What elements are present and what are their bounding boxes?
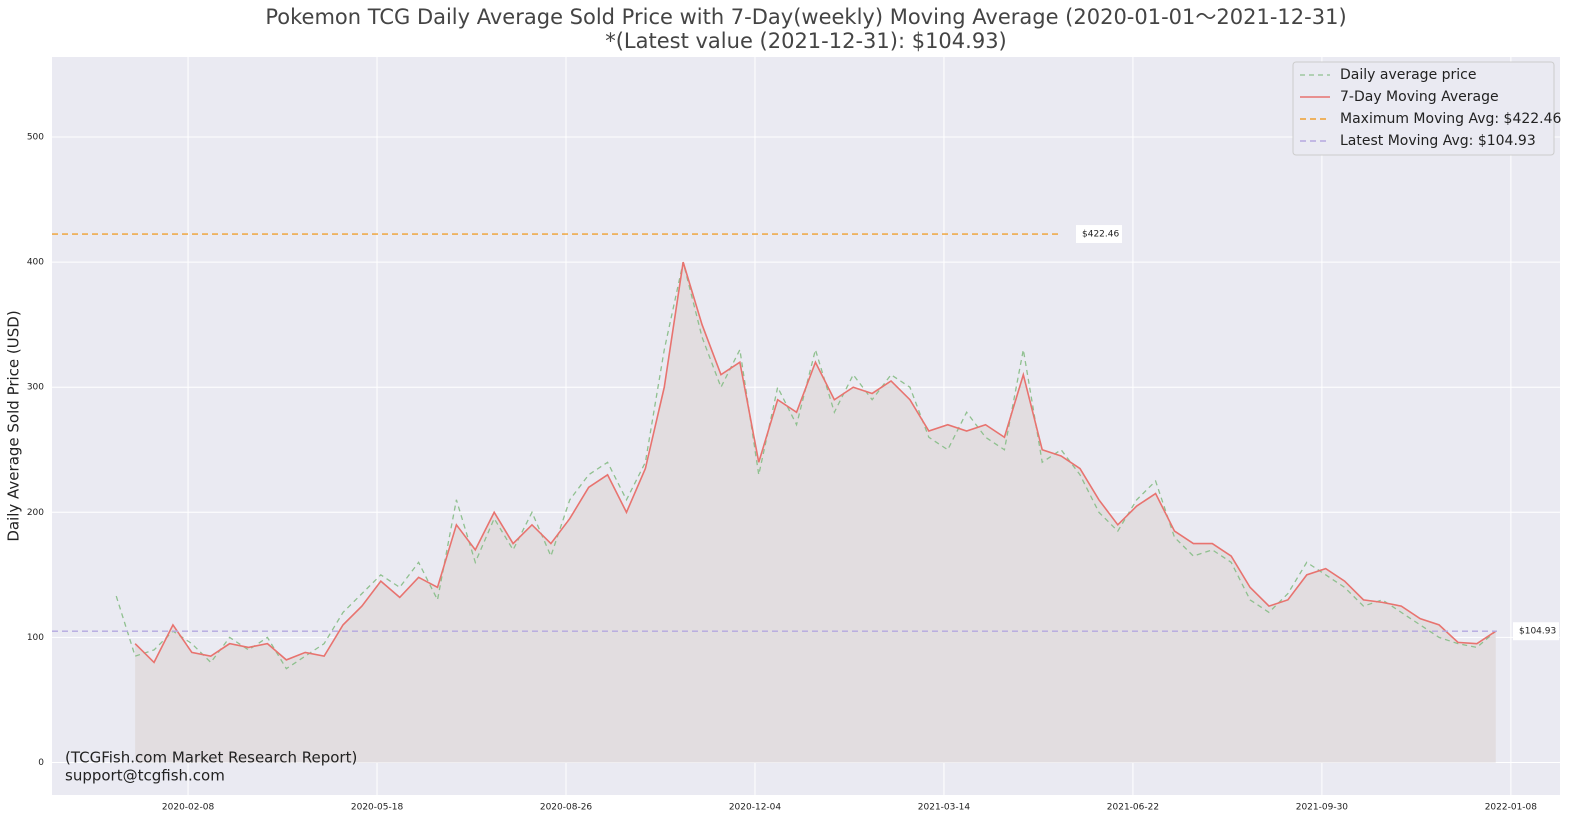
x-tick-label: 2021-06-22 [1107,803,1159,813]
x-tick-label: 2022-01-08 [1485,803,1538,813]
y-tick-label: 500 [27,133,44,143]
x-tick-label: 2020-02-08 [162,803,215,813]
x-tick-label: 2020-12-04 [729,803,782,813]
y-tick-label: 100 [27,633,44,643]
reference-label: $104.93 [1519,627,1556,637]
legend-label: Latest Moving Avg: $104.93 [1340,133,1536,149]
x-tick-label: 2020-08-26 [540,803,593,813]
y-tick-label: 300 [27,383,44,393]
y-tick-label: 400 [27,258,44,268]
area [135,262,1496,763]
x-tick-label: 2020-05-18 [351,803,404,813]
y-axis-label: Daily Average Sold Price (USD) [5,310,23,541]
legend-box [1292,61,1555,156]
x-tick-label: 2021-03-14 [918,803,971,813]
y-tick-label: 0 [38,758,44,768]
legend-label: Maximum Moving Avg: $422.46 [1340,111,1562,127]
legend-label: 7-Day Moving Average [1340,89,1499,105]
x-tick-label: 2021-09-30 [1296,803,1349,813]
chart-subtitle: *(Latest value (2021-12-31): $104.93) [605,29,1007,53]
reference-label-box [1513,622,1559,641]
reference-label-box [1076,225,1122,244]
watermark: support@tcgfish.com [65,767,225,785]
legend-label: Daily average price [1340,67,1476,83]
series-line [115,261,1497,670]
watermark: (TCGFish.com Market Research Report) [65,749,357,767]
reference-label: $422.46 [1082,230,1119,240]
chart-title: Pokemon TCG Daily Average Sold Price wit… [265,5,1346,29]
series-line [134,261,1497,664]
y-tick-label: 200 [27,508,44,518]
